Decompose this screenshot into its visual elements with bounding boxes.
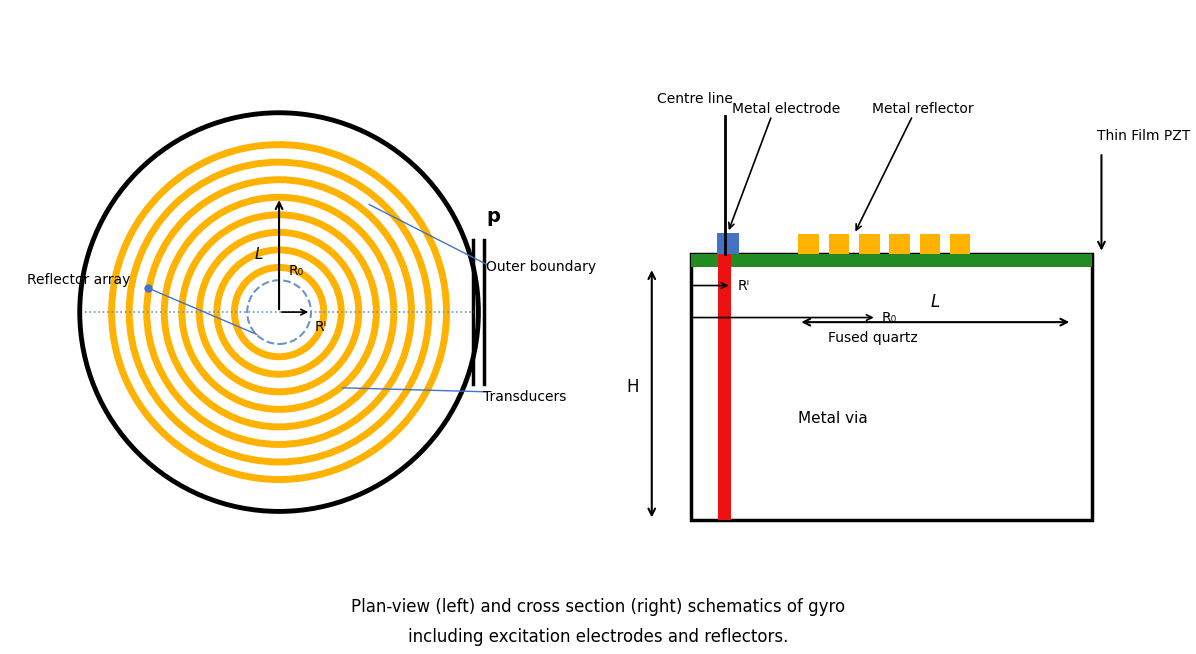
Bar xyxy=(799,234,819,254)
Text: Rᴵ: Rᴵ xyxy=(737,279,750,292)
Text: L: L xyxy=(930,292,940,311)
Bar xyxy=(718,254,732,521)
Text: Metal reflector: Metal reflector xyxy=(872,101,974,116)
Bar xyxy=(859,234,879,254)
Bar xyxy=(716,233,739,254)
Text: Reflector array: Reflector array xyxy=(28,273,130,287)
Text: Rᴵ: Rᴵ xyxy=(315,320,327,334)
Bar xyxy=(950,234,970,254)
Bar xyxy=(691,254,1092,267)
Text: Outer boundary: Outer boundary xyxy=(487,260,597,275)
Text: Transducers: Transducers xyxy=(483,390,567,404)
Text: Metal electrode: Metal electrode xyxy=(732,101,841,116)
Text: Plan-view (left) and cross section (right) schematics of gyro: Plan-view (left) and cross section (righ… xyxy=(350,598,846,617)
Text: L: L xyxy=(255,247,263,262)
Text: Fused quartz: Fused quartz xyxy=(828,331,917,345)
Bar xyxy=(829,234,849,254)
Text: R₀: R₀ xyxy=(881,311,897,324)
Text: Metal via: Metal via xyxy=(799,411,868,426)
Text: R₀: R₀ xyxy=(288,264,304,277)
Bar xyxy=(691,254,1092,521)
Text: H: H xyxy=(626,378,639,396)
Text: p: p xyxy=(487,207,500,226)
Bar xyxy=(890,234,910,254)
Text: Centre line: Centre line xyxy=(658,92,733,107)
Text: including excitation electrodes and reflectors.: including excitation electrodes and refl… xyxy=(408,628,788,646)
Bar xyxy=(920,234,940,254)
Text: Thin Film PZT: Thin Film PZT xyxy=(1097,129,1190,143)
